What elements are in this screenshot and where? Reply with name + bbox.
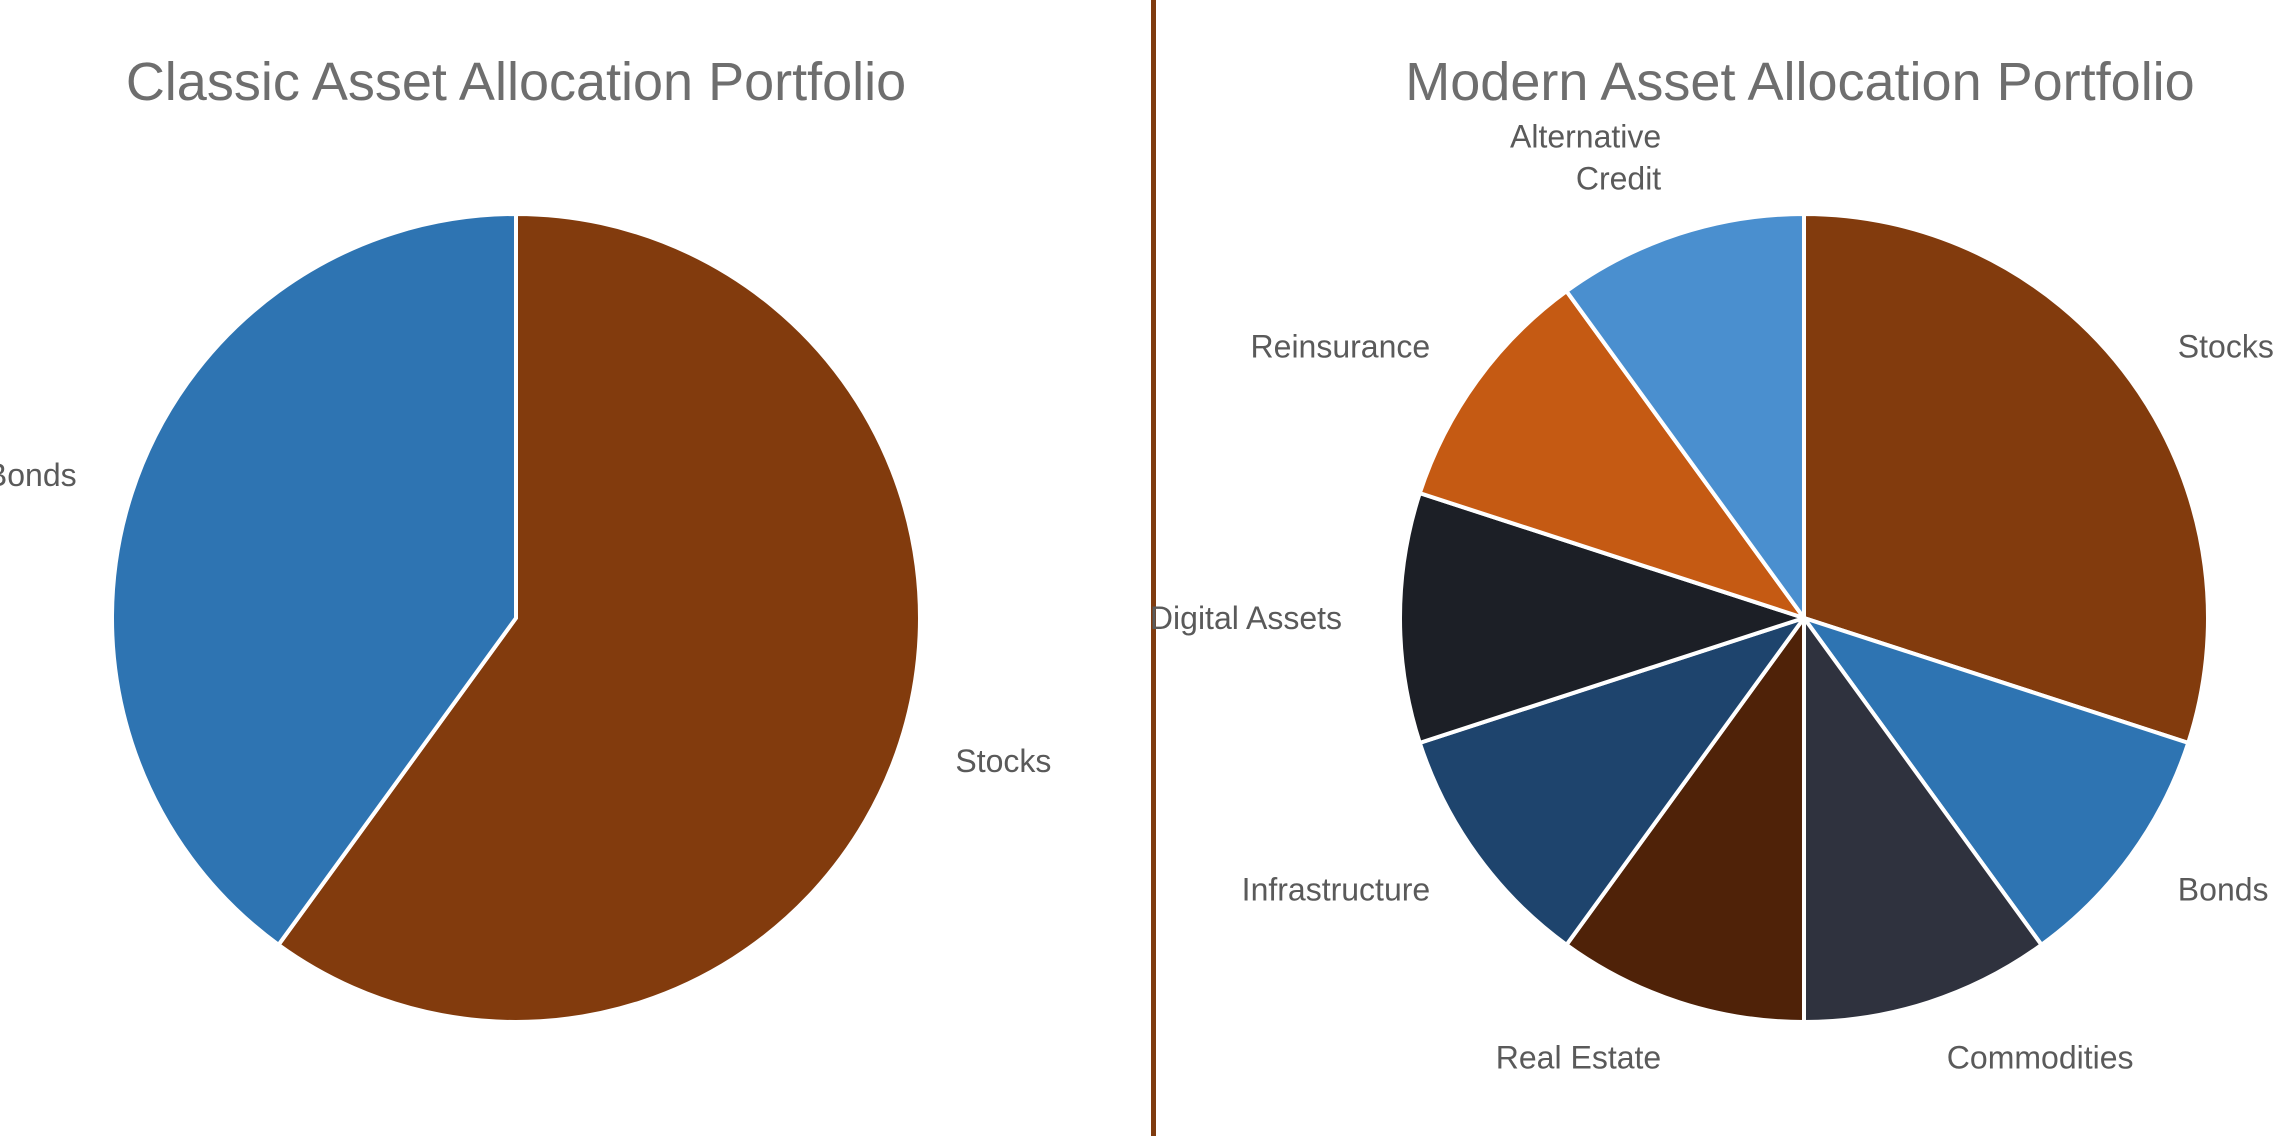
modern-label-alternative-credit: Alternative Credit [1510, 119, 1661, 197]
modern-label-stocks: Stocks [2178, 328, 2274, 364]
modern-label-digital-assets: Digital Assets [1150, 600, 1342, 636]
modern-chart-slices [1397, 212, 2210, 1024]
modern-label-bonds: Bonds [2178, 872, 2269, 908]
modern-slice-stocks [1802, 212, 2210, 745]
classic-allocation-chart: Classic Asset Allocation Portfolio Stock… [0, 52, 1051, 1024]
classic-slice-bonds [110, 212, 518, 947]
modern-label-commodities: Commodities [1947, 1039, 2134, 1075]
classic-chart-labels: Stocks Bonds [0, 457, 1051, 779]
modern-slice-bonds [1802, 616, 2191, 947]
modern-slice-alternative-credit [1564, 212, 1806, 620]
modern-slice-infrastructure [1417, 616, 1806, 947]
modern-chart-title: Modern Asset Allocation Portfolio [1405, 52, 2194, 112]
modern-label-reinsurance: Reinsurance [1251, 328, 1431, 364]
modern-slice-reinsurance [1417, 289, 1806, 620]
modern-slice-digital-assets [1397, 491, 1806, 745]
chart-divider [1151, 0, 1156, 1136]
classic-slice-stocks [276, 212, 922, 1024]
modern-chart-labels: Stocks Bonds Commodities Real Estate Infrast… [1150, 119, 2274, 1076]
modern-label-real-estate: Real Estate [1496, 1039, 1661, 1075]
modern-slice-real-estate [1564, 616, 1806, 1024]
classic-chart-title: Classic Asset Allocation Portfolio [126, 52, 906, 112]
classic-label-stocks: Stocks [955, 743, 1051, 779]
modern-allocation-chart: Modern Asset Allocation Portfolio Stocks… [1150, 52, 2274, 1075]
classic-label-bonds: Bonds [0, 457, 77, 493]
modern-label-infrastructure: Infrastructure [1242, 872, 1431, 908]
modern-slice-commodities [1802, 616, 2044, 1024]
classic-chart-slices [110, 212, 922, 1024]
